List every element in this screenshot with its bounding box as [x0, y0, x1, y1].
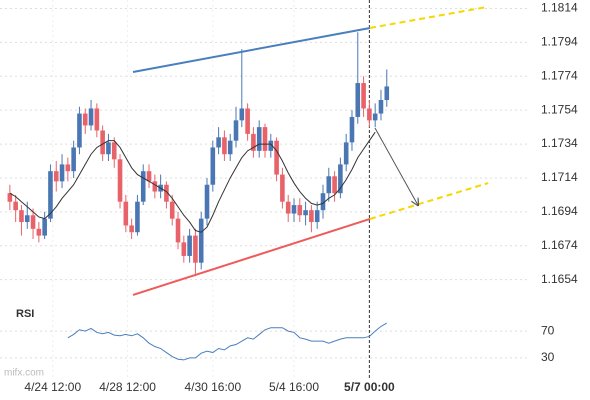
candle-body: [210, 147, 216, 185]
candle-body: [262, 127, 268, 151]
candle-body: [164, 184, 169, 202]
candle-body: [88, 108, 94, 126]
candle-body: [94, 108, 100, 131]
candle-body: [343, 142, 349, 165]
candle-body: [193, 235, 198, 263]
candle-body: [65, 164, 71, 172]
x-tick-label: 4/28 12:00: [99, 380, 156, 394]
y-tick-label: 1.1654: [541, 272, 578, 286]
y-tick-label: 1.1714: [541, 170, 578, 184]
candle-body: [187, 235, 192, 256]
x-tick-label: 4/30 16:00: [184, 380, 241, 394]
candle-body: [175, 218, 181, 243]
candle-body: [233, 120, 239, 141]
ma-line: [9, 131, 376, 233]
candle-body: [291, 205, 297, 214]
candle-body: [222, 137, 227, 155]
trend-line: [132, 218, 371, 296]
candle-body: [19, 210, 24, 223]
x-tick-label: 4/24 12:00: [24, 380, 81, 394]
y-tick-label: 1.1774: [541, 68, 578, 82]
candle-body: [239, 108, 245, 121]
candle-body: [285, 201, 291, 214]
trend-line: [369, 182, 489, 220]
candle-body: [251, 133, 256, 151]
candle-body: [367, 108, 372, 121]
candle-body: [7, 193, 13, 202]
candle-body: [181, 242, 187, 256]
candle-body: [152, 181, 158, 192]
candle-body: [13, 201, 18, 211]
candle-body: [355, 83, 361, 117]
candle-body: [227, 140, 233, 155]
candle-body: [129, 225, 134, 233]
rsi-tick-label: 30: [541, 350, 555, 364]
candle-body: [256, 127, 262, 151]
rsi-title: RSI: [16, 308, 34, 320]
candle-body: [140, 171, 146, 202]
candle-body: [135, 201, 140, 233]
candle-body: [297, 205, 303, 216]
candle-body: [146, 171, 152, 182]
candle-body: [100, 130, 105, 155]
candle-body: [309, 210, 314, 223]
candle-body: [274, 140, 279, 175]
trend-line: [132, 26, 371, 74]
candle-body: [245, 108, 250, 134]
candle-body: [42, 218, 47, 236]
watermark: mifx.com: [4, 368, 44, 379]
candle-body: [326, 176, 332, 194]
candle-body: [48, 171, 53, 219]
candle-body: [169, 201, 175, 219]
candle-body: [280, 174, 285, 202]
y-tick-label: 1.1754: [541, 102, 578, 116]
candle-body: [198, 218, 204, 263]
x-tick-label: 5/4 16:00: [269, 380, 319, 394]
candle-body: [320, 193, 326, 211]
candle-body: [106, 142, 111, 155]
candle-body: [111, 142, 117, 160]
candle-body: [372, 113, 378, 121]
candle-body: [268, 140, 274, 151]
rsi-tick-label: 70: [541, 323, 555, 337]
candle-body: [332, 176, 337, 194]
candle-body: [384, 86, 390, 100]
candle-body: [216, 137, 221, 148]
candle-body: [30, 215, 36, 229]
arrow: [374, 127, 418, 205]
trend-line: [369, 5, 489, 29]
y-tick-label: 1.1674: [541, 238, 578, 252]
candle-body: [53, 171, 59, 182]
candle-body: [117, 159, 123, 202]
candle-body: [123, 201, 129, 226]
candle-body: [24, 215, 30, 223]
candle-body: [36, 228, 42, 236]
candle-body: [77, 113, 82, 148]
candle-body: [59, 164, 65, 182]
candle-body: [338, 164, 343, 194]
y-tick-label: 1.1794: [541, 35, 578, 49]
y-tick-label: 1.1734: [541, 136, 578, 150]
candle-body: [303, 210, 308, 216]
candle-body: [82, 113, 88, 126]
candle-body: [71, 147, 76, 172]
candle-body: [361, 83, 366, 109]
rsi-line: [67, 322, 388, 361]
x-tick-label: 5/7 00:00: [344, 380, 395, 394]
y-tick-label: 1.1814: [541, 1, 578, 15]
candle-body: [349, 116, 355, 143]
candle-body: [378, 100, 384, 114]
candle-body: [314, 210, 320, 223]
candle-body: [204, 184, 210, 219]
y-tick-label: 1.1694: [541, 204, 578, 218]
